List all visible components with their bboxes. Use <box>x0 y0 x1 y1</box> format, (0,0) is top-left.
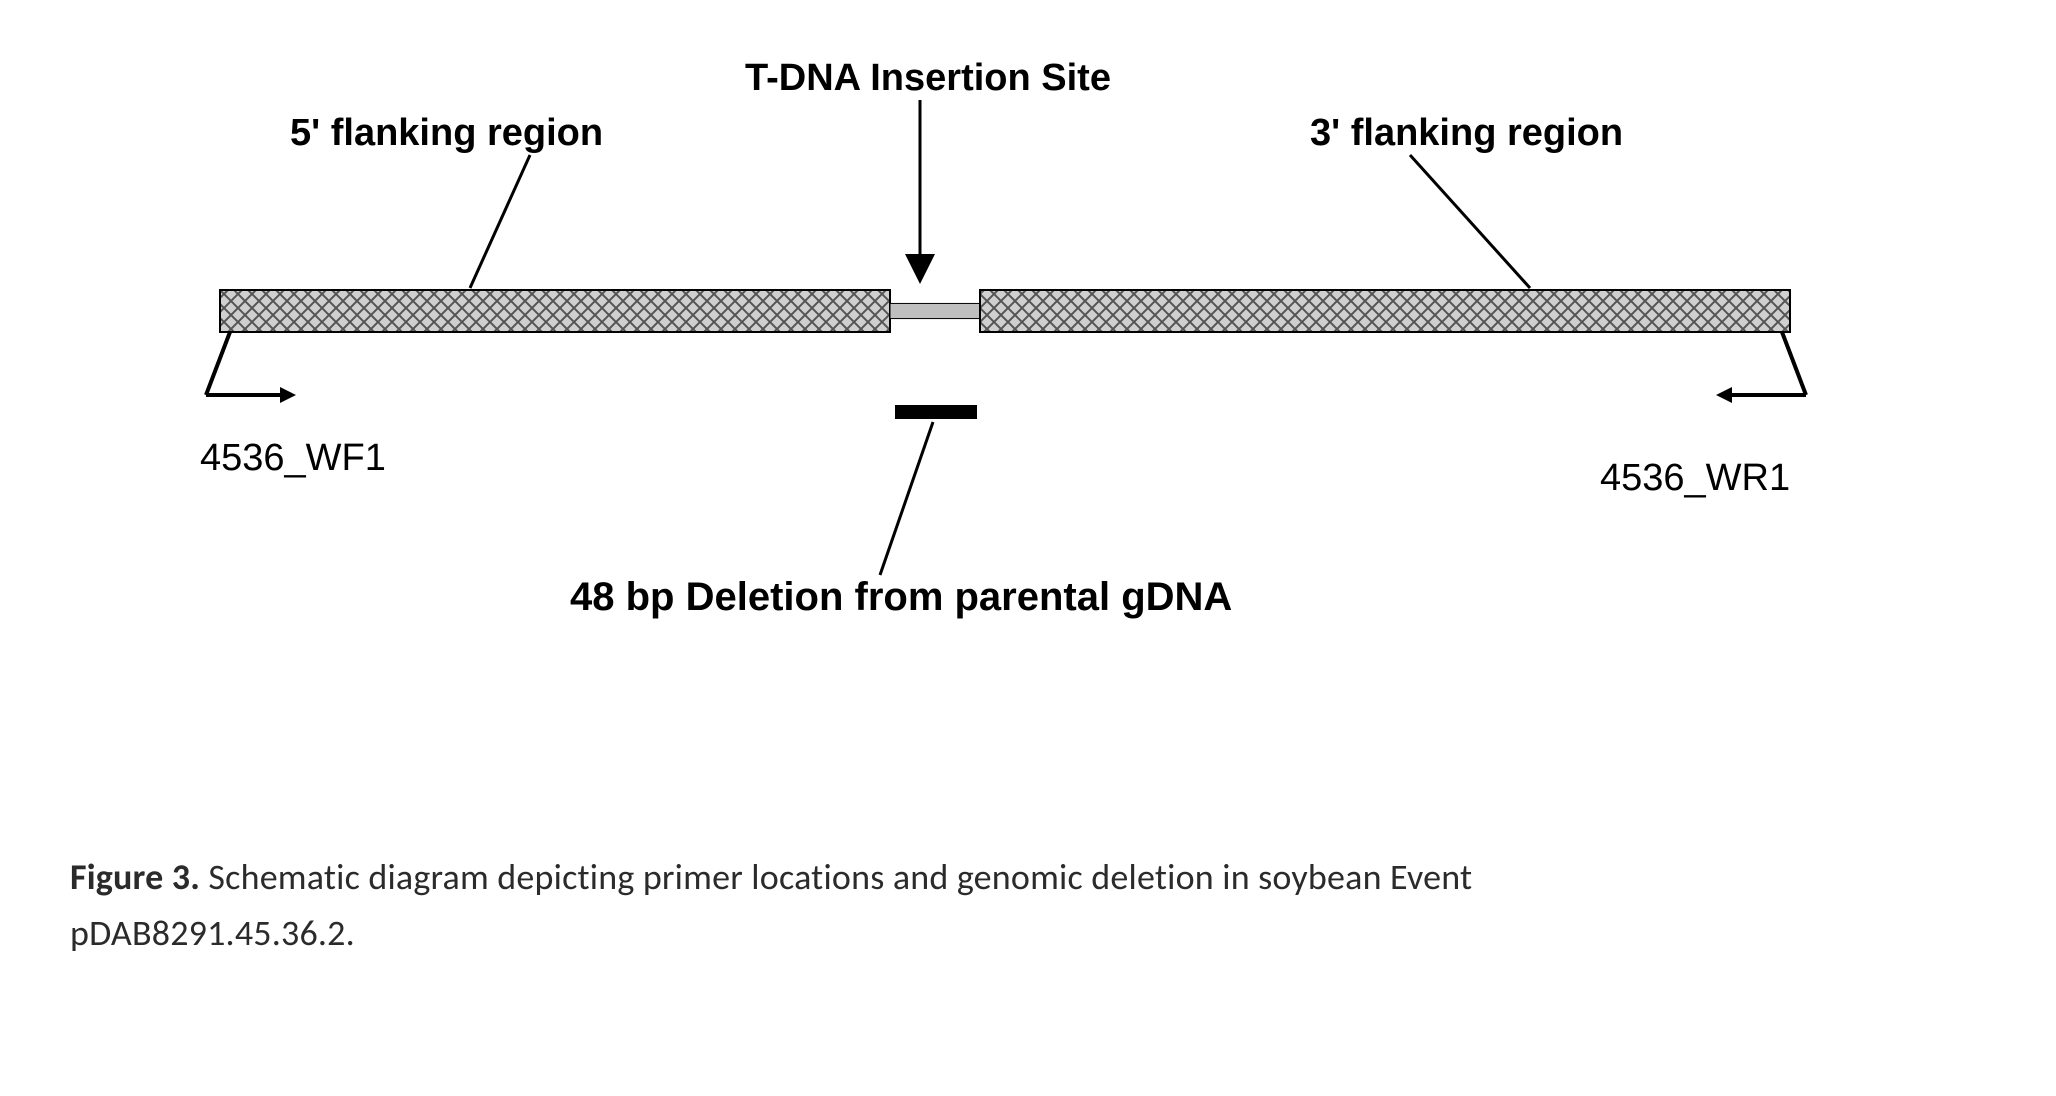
primer-right-tail <box>1782 332 1806 395</box>
primer-left-label: 4536_WF1 <box>200 437 386 479</box>
figure-caption: Figure 3. Schematic diagram depicting pr… <box>70 850 1520 962</box>
deletion-leader-line <box>880 422 933 575</box>
deletion-label: 48 bp Deletion from parental gDNA <box>570 575 1232 619</box>
three-prime-flanking-region-bar <box>980 290 1790 332</box>
primer-right-arrow-head <box>1716 387 1732 403</box>
primer-right-label: 4536_WR1 <box>1600 457 1790 499</box>
primer-left-arrow-head <box>280 387 296 403</box>
deletion-gap-bar <box>890 303 980 318</box>
three-prime-leader-line <box>1410 155 1530 288</box>
three-prime-flanking-label: 3' flanking region <box>1310 112 1623 154</box>
five-prime-leader-line <box>470 155 530 288</box>
five-prime-flanking-label: 5' flanking region <box>290 112 603 154</box>
primer-left-tail <box>206 332 230 395</box>
five-prime-flanking-region-bar <box>220 290 890 332</box>
deletion-marker-bar <box>895 405 977 419</box>
tdna-insertion-site-label: T-DNA Insertion Site <box>745 57 1111 99</box>
figure-caption-number: Figure 3. <box>70 855 200 899</box>
figure-caption-text: Schematic diagram depicting primer locat… <box>70 855 1472 955</box>
figure-page: 5' flanking region T-DNA Insertion Site … <box>0 0 2056 1096</box>
